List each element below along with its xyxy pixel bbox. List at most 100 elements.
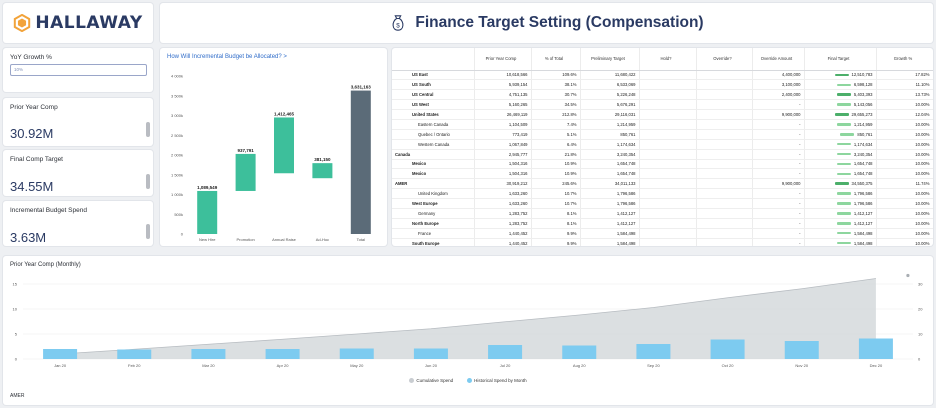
legend-item-historical[interactable]: Historical Spend by Month bbox=[467, 378, 527, 384]
hold-cell[interactable] bbox=[639, 218, 697, 229]
table-row[interactable]: United States 26,469,119 212.8% 29,116,031 9… bbox=[392, 109, 933, 120]
waterfall-bar[interactable] bbox=[197, 190, 218, 234]
table-row[interactable]: Canada 2,945,777 21.8% 3,240,354-3,240,354 1… bbox=[392, 149, 933, 160]
waterfall-bar[interactable] bbox=[312, 163, 333, 179]
override-amount-cell[interactable]: - bbox=[752, 119, 805, 130]
override-amount-cell[interactable]: 3,100,000 bbox=[752, 79, 805, 91]
override-amount-cell[interactable]: - bbox=[752, 159, 805, 170]
override-amount-cell[interactable]: - bbox=[752, 129, 805, 140]
table-row[interactable]: South Europe 1,440,452 9.9% 1,584,498-1,584… bbox=[392, 238, 933, 246]
override-amount-cell[interactable]: 9,900,000 bbox=[752, 109, 805, 120]
column-header[interactable]: Hold? bbox=[639, 48, 697, 71]
override-amount-cell[interactable]: - bbox=[752, 198, 805, 209]
override-cell[interactable] bbox=[696, 99, 753, 111]
override-cell[interactable] bbox=[696, 168, 753, 180]
hold-cell[interactable] bbox=[639, 149, 697, 160]
hold-cell[interactable] bbox=[639, 139, 697, 150]
table-row[interactable]: US South 5,939,154 38.1% 6,533,069 3,100,000… bbox=[392, 79, 933, 91]
table-row[interactable]: US Central 4,751,135 30.7% 5,226,248 2,400,0… bbox=[392, 89, 933, 101]
kpi-scrollbar[interactable] bbox=[146, 224, 150, 239]
hold-cell[interactable] bbox=[639, 79, 697, 91]
column-header[interactable] bbox=[392, 48, 475, 71]
monthly-bar[interactable] bbox=[488, 345, 523, 359]
column-header[interactable]: Override Amount bbox=[752, 48, 805, 71]
override-amount-cell[interactable]: - bbox=[752, 218, 805, 229]
hold-cell[interactable] bbox=[639, 198, 697, 209]
override-amount-cell[interactable]: 4,400,000 bbox=[752, 70, 805, 81]
table-row[interactable]: West Europe 1,633,260 10.7% 1,796,586-1,796… bbox=[392, 198, 933, 209]
override-amount-cell[interactable]: - bbox=[752, 99, 805, 111]
override-cell[interactable] bbox=[696, 119, 753, 130]
table-row[interactable]: Quebec / Ontario 773,419 5.1% 850,761-850,7… bbox=[392, 129, 933, 140]
table-row[interactable]: United Kingdom 1,633,260 10.7% 1,796,586-1,… bbox=[392, 188, 933, 200]
table-row[interactable]: AMER 30,919,212 245.6% 34,011,133 9,900,000 3… bbox=[392, 178, 933, 190]
hold-cell[interactable] bbox=[639, 89, 697, 101]
hold-cell[interactable] bbox=[639, 178, 697, 190]
table-row[interactable]: Western Canada 1,067,849 6.4% 1,174,634-1,1… bbox=[392, 139, 933, 150]
waterfall-bar[interactable] bbox=[274, 117, 294, 174]
column-header[interactable]: % of Total bbox=[531, 48, 581, 71]
hold-cell[interactable] bbox=[639, 208, 697, 219]
override-cell[interactable] bbox=[696, 228, 753, 239]
legend-item-cumulative[interactable]: Cumulative Spend bbox=[409, 378, 453, 384]
override-amount-cell[interactable]: - bbox=[752, 188, 805, 200]
hold-cell[interactable] bbox=[639, 129, 697, 140]
monthly-bar[interactable] bbox=[710, 339, 745, 360]
table-row[interactable]: Mexico 1,504,316 10.9% 1,654,748-1,654,748 1… bbox=[392, 159, 933, 170]
monthly-bar[interactable] bbox=[636, 344, 671, 359]
override-cell[interactable] bbox=[696, 208, 753, 219]
column-header[interactable]: Preliminary Target bbox=[580, 48, 640, 71]
override-cell[interactable] bbox=[696, 70, 753, 81]
override-amount-cell[interactable]: - bbox=[752, 168, 805, 180]
monthly-bar[interactable] bbox=[43, 349, 78, 359]
override-cell[interactable] bbox=[696, 218, 753, 229]
monthly-bar[interactable] bbox=[265, 349, 300, 359]
waterfall-bar[interactable] bbox=[235, 153, 256, 191]
table-row[interactable]: Germany 1,283,752 8.1% 1,412,127-1,412,127 1… bbox=[392, 208, 933, 219]
monthly-bar[interactable] bbox=[191, 349, 226, 359]
waterfall-bar[interactable] bbox=[350, 90, 371, 234]
table-row[interactable]: US East 10,618,566 109.6% 11,680,422 4,400,0… bbox=[392, 70, 933, 81]
hold-cell[interactable] bbox=[639, 119, 697, 130]
override-cell[interactable] bbox=[696, 129, 753, 140]
kpi-scrollbar[interactable] bbox=[146, 174, 150, 189]
table-row[interactable]: Eastern Canada 1,104,509 7.4% 1,214,959-1,2… bbox=[392, 119, 933, 130]
hold-cell[interactable] bbox=[639, 99, 697, 111]
override-amount-cell[interactable]: - bbox=[752, 228, 805, 239]
override-cell[interactable] bbox=[696, 178, 753, 190]
override-amount-cell[interactable]: 2,400,000 bbox=[752, 89, 805, 101]
override-cell[interactable] bbox=[696, 89, 753, 101]
kpi-scrollbar[interactable] bbox=[146, 122, 150, 137]
column-header[interactable]: Override? bbox=[696, 48, 753, 71]
monthly-bar[interactable] bbox=[784, 341, 819, 359]
override-cell[interactable] bbox=[696, 149, 753, 160]
override-cell[interactable] bbox=[696, 109, 753, 120]
override-amount-cell[interactable]: - bbox=[752, 149, 805, 160]
hold-cell[interactable] bbox=[639, 168, 697, 180]
hold-cell[interactable] bbox=[639, 159, 697, 170]
hold-cell[interactable] bbox=[639, 238, 697, 246]
monthly-bar[interactable] bbox=[339, 348, 374, 360]
hold-cell[interactable] bbox=[639, 228, 697, 239]
monthly-bar[interactable] bbox=[858, 338, 893, 360]
override-amount-cell[interactable]: - bbox=[752, 208, 805, 219]
table-row[interactable]: France 1,440,452 9.9% 1,584,498-1,584,498 10… bbox=[392, 228, 933, 239]
override-amount-cell[interactable]: - bbox=[752, 238, 805, 246]
override-cell[interactable] bbox=[696, 159, 753, 170]
override-cell[interactable] bbox=[696, 238, 753, 246]
override-cell[interactable] bbox=[696, 198, 753, 209]
column-header[interactable]: Prior Year Comp bbox=[474, 48, 532, 71]
table-row[interactable]: Mexico 1,504,316 10.9% 1,654,748-1,654,748 1… bbox=[392, 168, 933, 180]
hold-cell[interactable] bbox=[639, 109, 697, 120]
table-row[interactable]: US West 5,160,265 34.5% 5,676,291 -5,143,056… bbox=[392, 99, 933, 111]
override-amount-cell[interactable]: - bbox=[752, 139, 805, 150]
yoy-growth-input[interactable]: 10% bbox=[10, 64, 147, 76]
hold-cell[interactable] bbox=[639, 70, 697, 81]
waterfall-title[interactable]: How Will Incremental Budget be Allocated… bbox=[167, 54, 287, 60]
column-header[interactable]: Final Target bbox=[804, 48, 877, 71]
monthly-bar[interactable] bbox=[562, 345, 597, 360]
column-header[interactable]: Growth % bbox=[876, 48, 933, 71]
monthly-bar[interactable] bbox=[117, 349, 152, 360]
hold-cell[interactable] bbox=[639, 188, 697, 200]
override-cell[interactable] bbox=[696, 79, 753, 91]
